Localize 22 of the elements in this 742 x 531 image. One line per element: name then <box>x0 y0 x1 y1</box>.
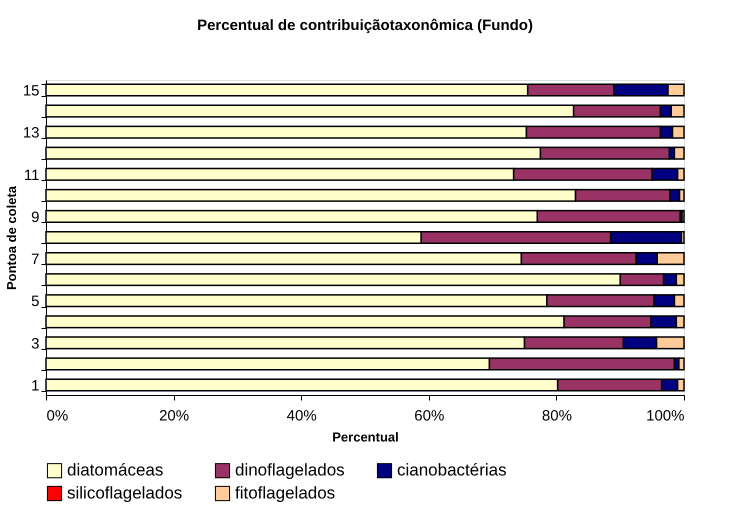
y-tick-label: 9 <box>31 208 40 226</box>
legend-label: dinoflagelados <box>235 460 345 480</box>
x-tick-label: 100% <box>646 408 684 424</box>
y-axis-title: Pontoa de coleta <box>4 185 19 290</box>
chart-title: Percentual de contribuiçãotaxonômica (Fundo) <box>197 17 533 34</box>
x-axis-title: Percentual <box>332 430 399 444</box>
legend-label: silicoflagelados <box>67 484 182 502</box>
y-tick-label: 15 <box>22 82 40 100</box>
legend-label: fitoflagelados <box>235 484 336 502</box>
y-tick-label: 13 <box>22 124 40 142</box>
x-tick-label: 60% <box>414 408 444 424</box>
y-tick-label: 5 <box>31 293 40 310</box>
x-tick-label: 20% <box>159 408 190 424</box>
legend-label: diatomáceas <box>67 460 164 480</box>
y-tick-label: 1 <box>31 377 40 394</box>
y-tick-label: 11 <box>24 166 40 184</box>
y-tick-label: 3 <box>31 335 40 352</box>
x-tick-label: 80% <box>542 408 572 424</box>
y-tick-label: 7 <box>31 251 40 268</box>
legend-label: cianobactérias <box>397 460 507 480</box>
x-tick-label: 0% <box>46 408 68 424</box>
x-tick-label: 40% <box>286 408 317 424</box>
